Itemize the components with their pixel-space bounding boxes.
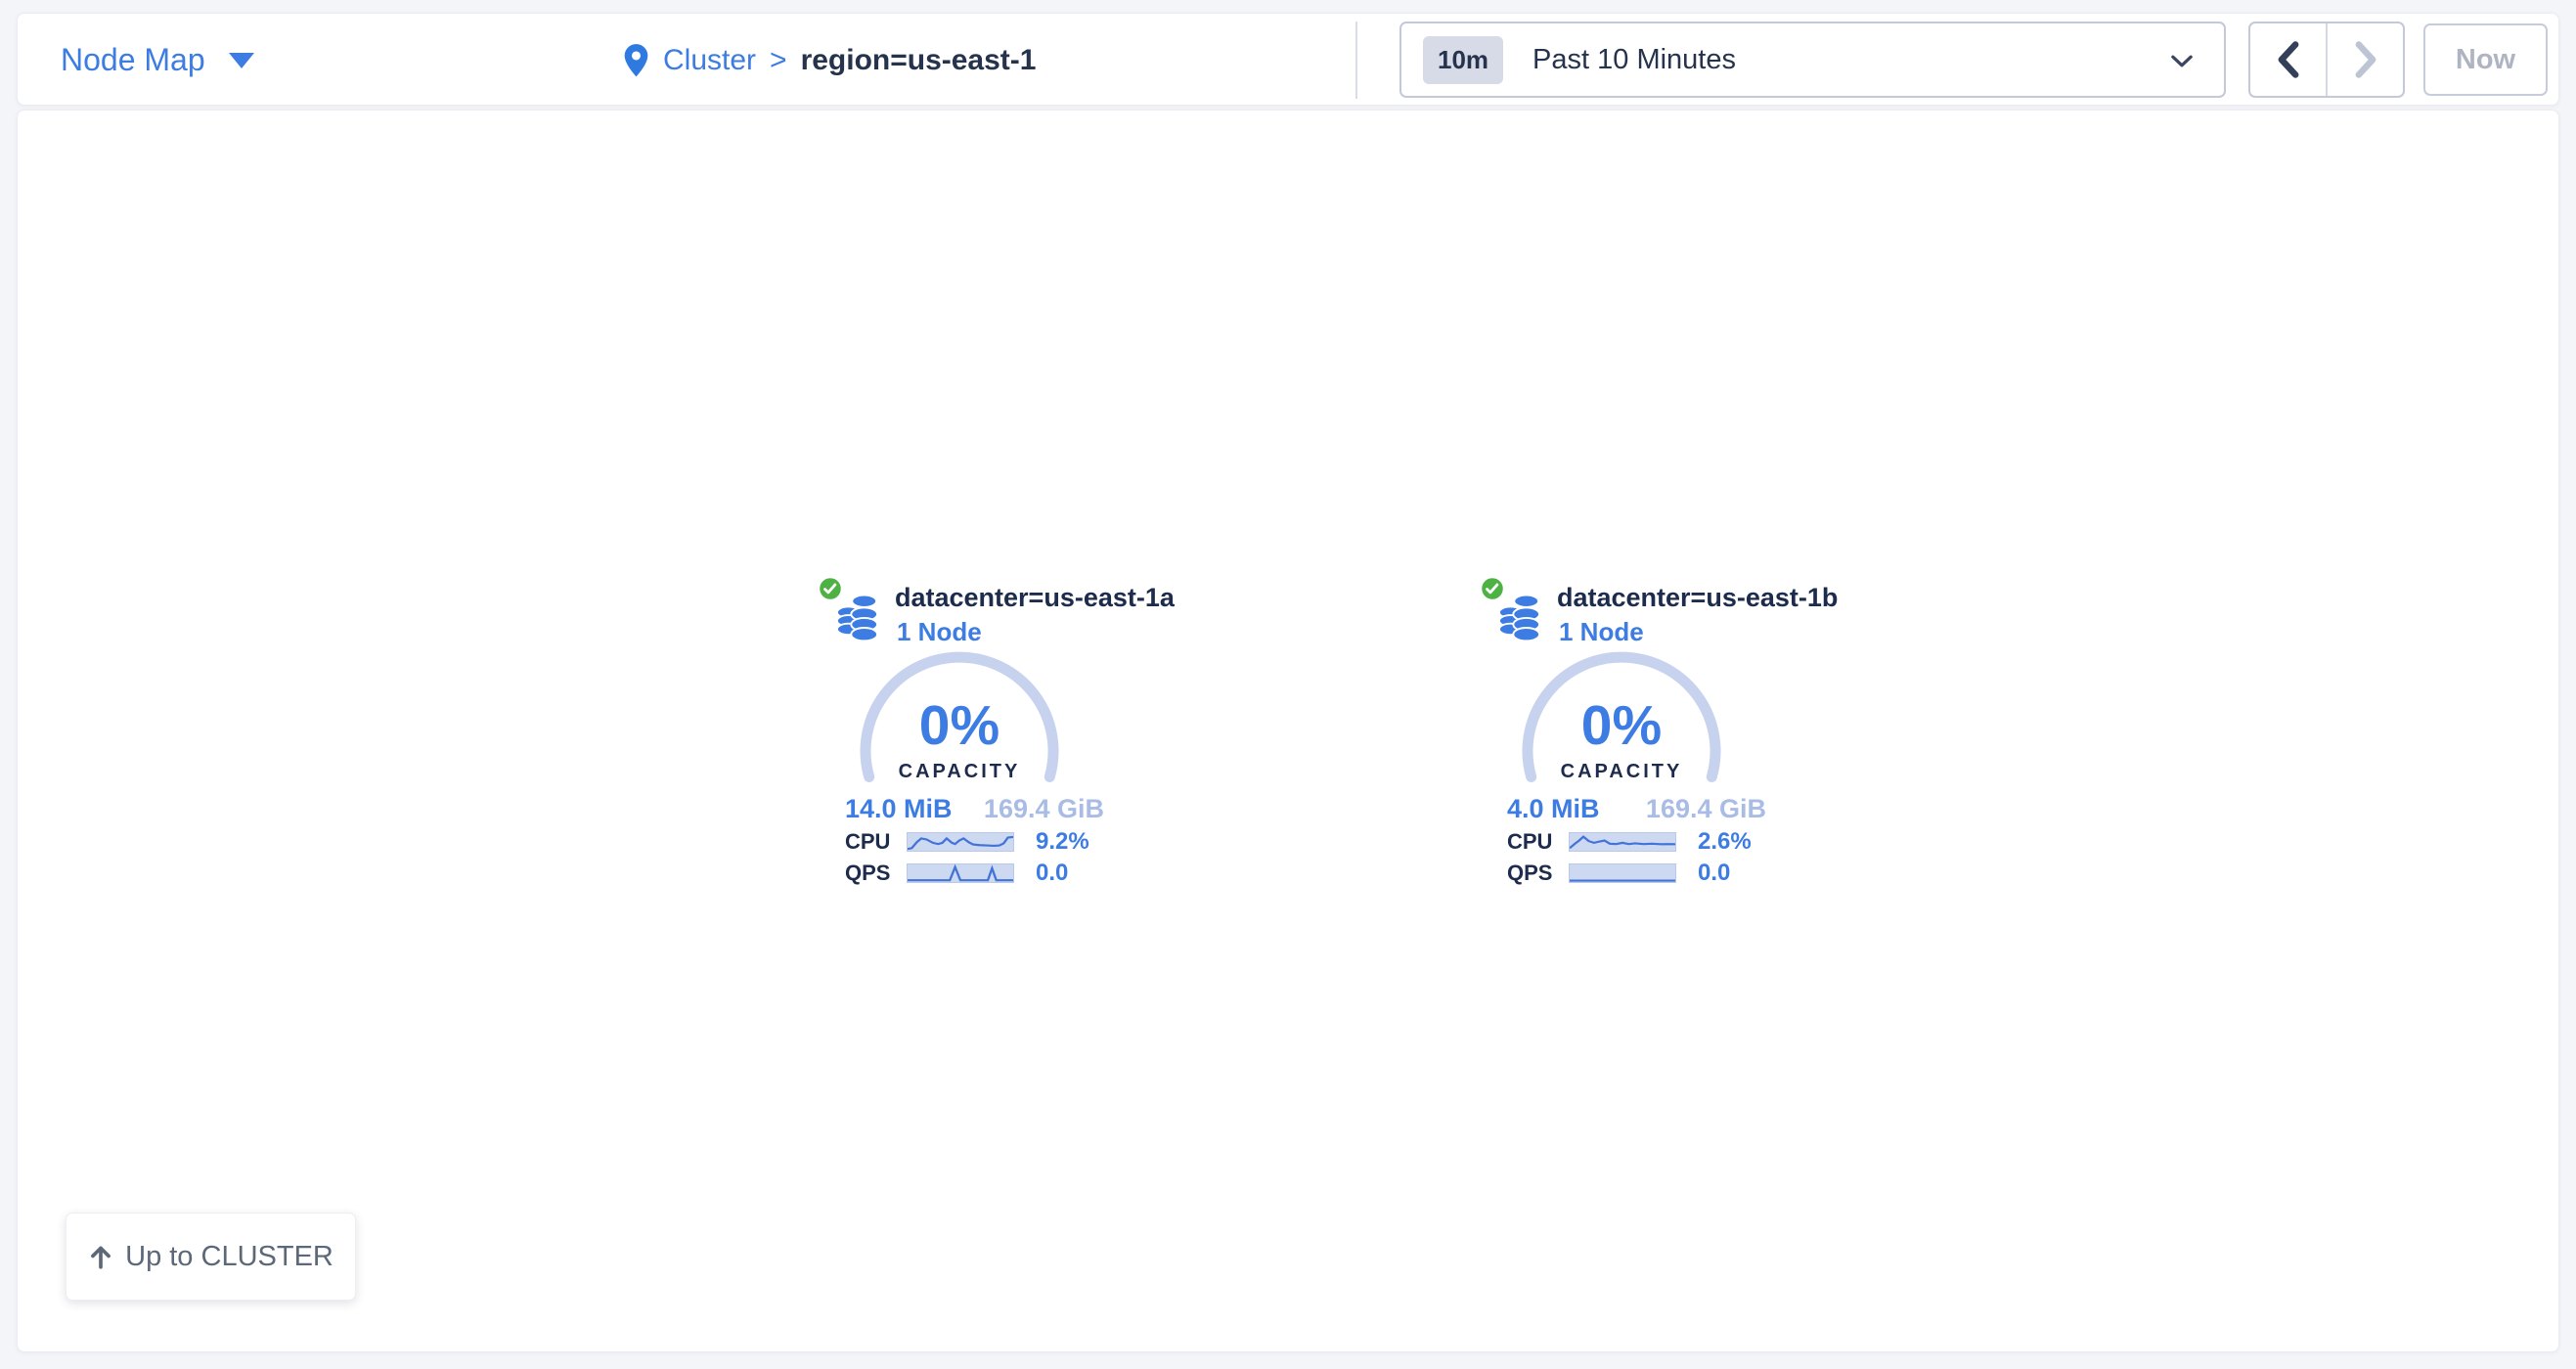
cpu-metric-row: CPU 2.6% (1507, 828, 1800, 855)
capacity-total: 169.4 GiB (983, 794, 1104, 823)
header-bar: Node Map Cluster > region=us-east-1 10m … (17, 13, 2559, 106)
cpu-label: CPU (1507, 829, 1553, 854)
capacity-values: 14.0 MiB 169.4 GiB (845, 794, 1104, 824)
view-selector-dropdown[interactable]: Node Map (61, 14, 254, 107)
capacity-gauge: 0% CAPACITY (856, 651, 1063, 790)
locality-title: datacenter=us-east-1b (1557, 583, 1839, 612)
now-button[interactable]: Now (2423, 23, 2548, 96)
locality-node-count: 1 Node (897, 617, 982, 646)
cpu-label: CPU (845, 829, 891, 854)
qps-label: QPS (845, 861, 891, 885)
time-chevron-icon (2171, 55, 2193, 67)
locality-title: datacenter=us-east-1a (895, 583, 1175, 612)
capacity-percent: 0% (918, 694, 1000, 757)
header-divider (1355, 22, 1357, 99)
qps-label: QPS (1507, 861, 1553, 885)
pager-divider (2326, 23, 2328, 96)
capacity-used: 14.0 MiB (845, 794, 953, 823)
location-pin-icon (624, 43, 648, 76)
cpu-sparkline (907, 832, 1014, 852)
capacity-used: 4.0 MiB (1507, 794, 1600, 823)
qps-metric-row: QPS 0.0 (845, 860, 1138, 886)
capacity-percent: 0% (1580, 694, 1663, 757)
capacity-gauge: 0% CAPACITY (1518, 651, 1725, 790)
capacity-label: CAPACITY (898, 761, 1021, 782)
qps-value: 0.0 (1036, 860, 1069, 886)
view-caret-icon (228, 52, 254, 68)
time-range-dropdown[interactable]: 10m Past 10 Minutes (1399, 22, 2226, 98)
cpu-sparkline (1569, 832, 1676, 852)
time-range-badge: 10m (1423, 35, 1504, 84)
cpu-value: 9.2% (1036, 828, 1089, 855)
status-ok-icon (1479, 575, 1506, 602)
qps-metric-row: QPS 0.0 (1507, 860, 1800, 886)
cpu-metric-row: CPU 9.2% (845, 828, 1138, 855)
locality-database-icon (1498, 594, 1541, 641)
up-to-cluster-button[interactable]: Up to CLUSTER (66, 1213, 356, 1301)
status-ok-icon (817, 575, 844, 602)
qps-value: 0.0 (1698, 860, 1731, 886)
locality-card-us-east-1b[interactable]: datacenter=us-east-1b 1 Node 0% CAPACITY… (1479, 573, 1838, 901)
time-pager (2248, 22, 2405, 98)
locality-card-us-east-1a[interactable]: datacenter=us-east-1a 1 Node 0% CAPACITY… (817, 573, 1175, 901)
next-icon (2355, 41, 2376, 78)
now-button-label: Now (2455, 43, 2516, 75)
prev-icon (2278, 41, 2298, 78)
capacity-total: 169.4 GiB (1645, 794, 1766, 823)
time-prev-button[interactable] (2250, 23, 2326, 96)
capacity-arc (1522, 651, 1721, 782)
time-range-label: Past 10 Minutes (1532, 43, 1736, 75)
time-next-button[interactable] (2328, 23, 2403, 96)
breadcrumb-current: region=us-east-1 (800, 43, 1037, 76)
up-to-cluster-label: Up to CLUSTER (125, 1240, 333, 1272)
locality-node-count: 1 Node (1559, 617, 1644, 646)
capacity-values: 4.0 MiB 169.4 GiB (1507, 794, 1766, 824)
node-map-canvas: datacenter=us-east-1a 1 Node 0% CAPACITY… (17, 110, 2559, 1352)
breadcrumb-separator: > (770, 43, 787, 76)
up-arrow-icon (91, 1246, 111, 1269)
qps-sparkline (907, 863, 1014, 883)
capacity-arc (860, 651, 1059, 782)
breadcrumb-cluster-link[interactable]: Cluster (663, 43, 757, 76)
locality-database-icon (836, 594, 879, 641)
qps-sparkline (1569, 863, 1676, 883)
capacity-label: CAPACITY (1560, 761, 1683, 782)
view-selector-label: Node Map (61, 42, 205, 77)
breadcrumb: Cluster > region=us-east-1 (623, 14, 1036, 107)
cpu-value: 2.6% (1698, 828, 1752, 855)
